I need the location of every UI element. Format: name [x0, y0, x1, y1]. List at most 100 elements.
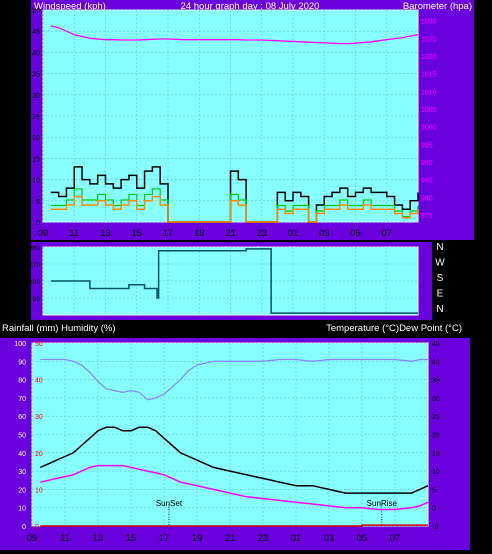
wind-ytick-label: 35: [32, 72, 40, 79]
temp-ylabel-left: Rainfall (mm) Humidity (%): [2, 323, 115, 334]
wind-ytick-label: 0: [36, 220, 40, 227]
temp-ytick-label: 15: [432, 451, 440, 458]
temp-ytick-label: 5: [432, 487, 436, 494]
barometer-ylabel: Barometer (hpa): [403, 1, 472, 12]
barometer-ytick-label: 1020: [421, 54, 437, 61]
sun-annotation: SunSet: [156, 499, 183, 508]
rain-ytick-label: 50: [35, 341, 43, 348]
temp-ytick-label: -5: [432, 524, 438, 531]
compass-label: N: [436, 242, 443, 253]
wind-xtick-label: 19: [194, 228, 205, 239]
humidity-line: [40, 358, 428, 401]
temp-ytick-label: 25: [432, 414, 440, 421]
barometer-ytick-label: 1025: [421, 36, 437, 43]
temp-xtick-label: 07: [390, 533, 401, 544]
wind-ytick-label: 50: [32, 8, 40, 15]
wind-ytick-label: 25: [32, 114, 40, 121]
direction-ytick-label: 180: [29, 279, 40, 286]
barometer-ytick-label: 995: [421, 142, 433, 149]
wind-xtick-label: 23: [256, 228, 267, 239]
wind-xtick-label: 09: [38, 228, 49, 239]
wind-xtick-label: 21: [225, 228, 236, 239]
barometer-ytick-label: 1000: [421, 125, 437, 132]
barometer-ytick-label: 985: [421, 178, 433, 185]
humidity-ytick-label: 0: [22, 524, 26, 531]
rain-ytick-label: 40: [35, 378, 43, 385]
temp-xtick-label: 03: [324, 533, 335, 544]
temp-xtick-label: 19: [192, 533, 203, 544]
direction-ytick-label: 90: [33, 296, 41, 303]
wind-ytick-label: 5: [36, 199, 40, 206]
sun-annotation: SunRise: [367, 499, 398, 508]
wind-title: 24 hour graph day : 08 July 2020: [181, 1, 320, 12]
temperature-line: [39, 426, 429, 494]
wind-xtick-label: 15: [131, 228, 142, 239]
temp-xtick-label: 09: [27, 533, 38, 544]
rain-ytick-label: 30: [35, 414, 43, 421]
wind-xtick-label: 17: [163, 228, 174, 239]
barometer-ytick-label: 1010: [421, 89, 437, 96]
temp-xtick-label: 17: [159, 533, 170, 544]
temp-ylabel-right: Temperature (°C)Dew Point (°C): [326, 323, 462, 334]
wind-ytick-label: 45: [32, 29, 40, 36]
temp-ytick-label: 35: [432, 378, 440, 385]
temp-ytick-label: 0: [432, 506, 436, 513]
humidity-ytick-label: 100: [14, 341, 26, 348]
rain-ytick-label: 20: [35, 451, 43, 458]
temp-ytick-label: 30: [432, 396, 440, 403]
rain-ytick-label: 0: [35, 524, 39, 531]
temp-xtick-label: 13: [93, 533, 104, 544]
wind-ytick-label: 20: [32, 135, 40, 142]
compass-label: E: [437, 289, 444, 300]
barometer-ytick-label: 1030: [421, 19, 437, 26]
direction-line: [50, 248, 418, 314]
windavg-line: [50, 195, 419, 223]
windgust-line: [50, 166, 419, 223]
humidity-ytick-label: 10: [18, 506, 26, 513]
humidity-ytick-label: 80: [18, 378, 26, 385]
humidity-ytick-label: 50: [18, 433, 26, 440]
temp-xtick-label: 23: [258, 533, 269, 544]
wind-xtick-label: 11: [69, 228, 79, 239]
wind-xtick-label: 07: [381, 228, 392, 239]
temp-ytick-label: 45: [432, 341, 440, 348]
wind-barometer-chart: 0510152025303540455097598098599099510001…: [31, 0, 474, 240]
temp-xtick-label: 11: [60, 533, 70, 544]
wind-xtick-label: 13: [100, 228, 111, 239]
temp-xtick-label: 21: [225, 533, 236, 544]
temp-xtick-label: 15: [126, 533, 137, 544]
dewpoint-line: [40, 464, 429, 511]
humidity-ytick-label: 70: [18, 396, 26, 403]
barometer-ytick-label: 975: [421, 213, 433, 220]
wind-ytick-label: 10: [32, 178, 40, 185]
rain-ytick-label: 10: [35, 487, 43, 494]
compass-label: S: [437, 273, 444, 284]
direction-ytick-label: 360: [29, 245, 40, 252]
barometer-ytick-label: 1005: [421, 107, 437, 114]
temp-ytick-label: 20: [432, 433, 440, 440]
wind-ylabel: Windspeed (kph): [34, 1, 106, 12]
wind-xtick-label: 01: [288, 228, 299, 239]
wind-xtick-label: 03: [319, 228, 330, 239]
temp-ytick-label: 10: [432, 469, 440, 476]
direction-ytick-label: 270: [29, 262, 40, 269]
humidity-ytick-label: 20: [18, 487, 26, 494]
wind-ytick-label: 30: [32, 93, 40, 100]
barometer-ytick-label: 980: [421, 195, 433, 202]
temp-xtick-label: 05: [357, 533, 368, 544]
temperature-humidity-chart: 010203040506070809010001020304050-505101…: [0, 323, 470, 550]
wind-ytick-label: 40: [32, 50, 40, 57]
temp-xtick-label: 01: [291, 533, 302, 544]
compass-label: N: [436, 304, 443, 315]
barometer-ytick-label: 1015: [421, 72, 437, 79]
humidity-ytick-label: 30: [18, 469, 26, 476]
rain-line: [40, 524, 428, 527]
humidity-ytick-label: 90: [18, 359, 26, 366]
temp-ytick-label: 40: [432, 359, 440, 366]
wind-xtick-label: 05: [350, 228, 361, 239]
barometer-line: [50, 25, 419, 45]
humidity-ytick-label: 40: [18, 451, 26, 458]
wind-ytick-label: 15: [32, 156, 40, 163]
